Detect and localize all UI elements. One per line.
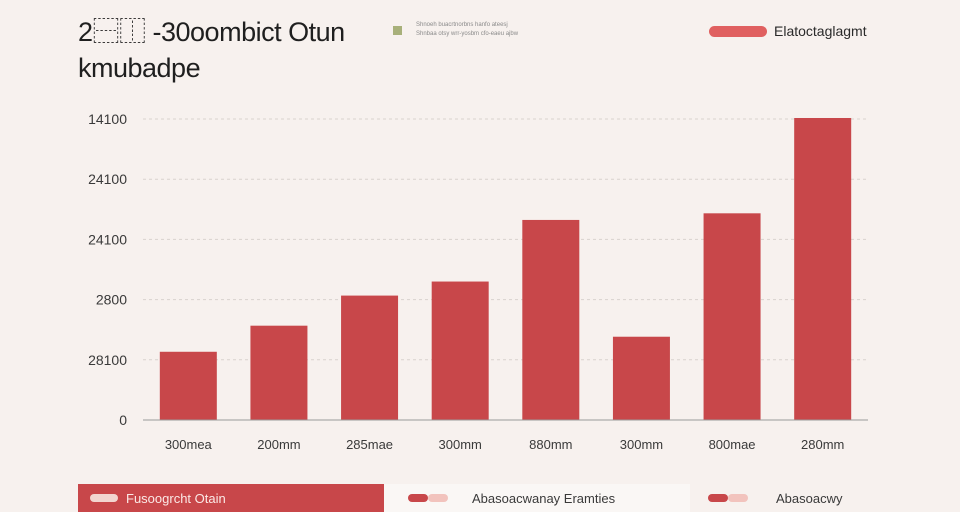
y-tick-label: 24100 — [88, 171, 127, 187]
legend-swatch — [393, 26, 402, 35]
footer-tab-3-swatch-light — [728, 494, 748, 502]
x-tick-label: 200mm — [257, 437, 300, 452]
y-tick-label: 0 — [119, 412, 127, 428]
x-tick-label: 285mae — [346, 437, 393, 452]
footer-tab-1-label: Fusoogrcht Otain — [126, 491, 226, 506]
footer-tab-3[interactable]: Abasoacwy — [690, 484, 890, 512]
chart-title-line-2: kmubadpe — [78, 53, 201, 83]
legend-series-swatch — [709, 26, 767, 37]
footer-tab-1[interactable]: Fusoogrcht Otain — [78, 484, 384, 512]
y-tick-label: 2800 — [96, 292, 127, 308]
chart-title: 2⿱⿰ -30oombict Otun kmubadpe — [78, 14, 345, 86]
bar-chart: 0 28100 2800 24100 24100 14100 300mea 200mm 285… — [88, 111, 868, 452]
bar — [522, 219, 580, 420]
bar — [431, 281, 489, 420]
footer-tab-2-swatch — [408, 494, 428, 502]
footer-tab-2-label: Abasoacwanay Eramties — [472, 491, 616, 506]
x-tick-label: 280mm — [801, 437, 844, 452]
x-tick-label: 800mae — [709, 437, 756, 452]
footer-tab-3-swatch — [708, 494, 728, 502]
bar — [612, 336, 670, 420]
legend-series-label: Elatoctaglagmt — [774, 23, 867, 39]
legend-caption-line: Shnoeh buacrtnorbns hanfo ateesj — [416, 22, 508, 28]
x-tick-label: 300mm — [439, 437, 482, 452]
legend-caption: Shnoeh buacrtnorbns hanfo ateesj Shnbaa … — [416, 21, 518, 39]
bar — [250, 325, 308, 420]
chart-title-line-1: 2⿱⿰ -30oombict Otun — [78, 17, 345, 47]
bar — [159, 351, 217, 420]
legend-caption-line: Shnbaa otsy wrr-yosbm cfo-eaeu ajbw — [416, 31, 519, 37]
footer-tab-1-swatch — [90, 494, 118, 502]
y-tick-label: 14100 — [88, 111, 127, 127]
bar — [341, 295, 399, 420]
x-tick-label: 300mea — [165, 437, 213, 452]
y-tick-label: 24100 — [88, 231, 127, 247]
y-tick-label: 28100 — [88, 352, 127, 368]
x-tick-label: 300mm — [620, 437, 663, 452]
footer-tab-2-swatch-light — [428, 494, 448, 502]
bar — [794, 117, 852, 420]
footer-tab-3-label: Abasoacwy — [776, 491, 843, 506]
bar — [703, 213, 761, 420]
footer-tab-2[interactable]: Abasoacwanay Eramties — [384, 484, 690, 512]
x-tick-label: 880mm — [529, 437, 572, 452]
